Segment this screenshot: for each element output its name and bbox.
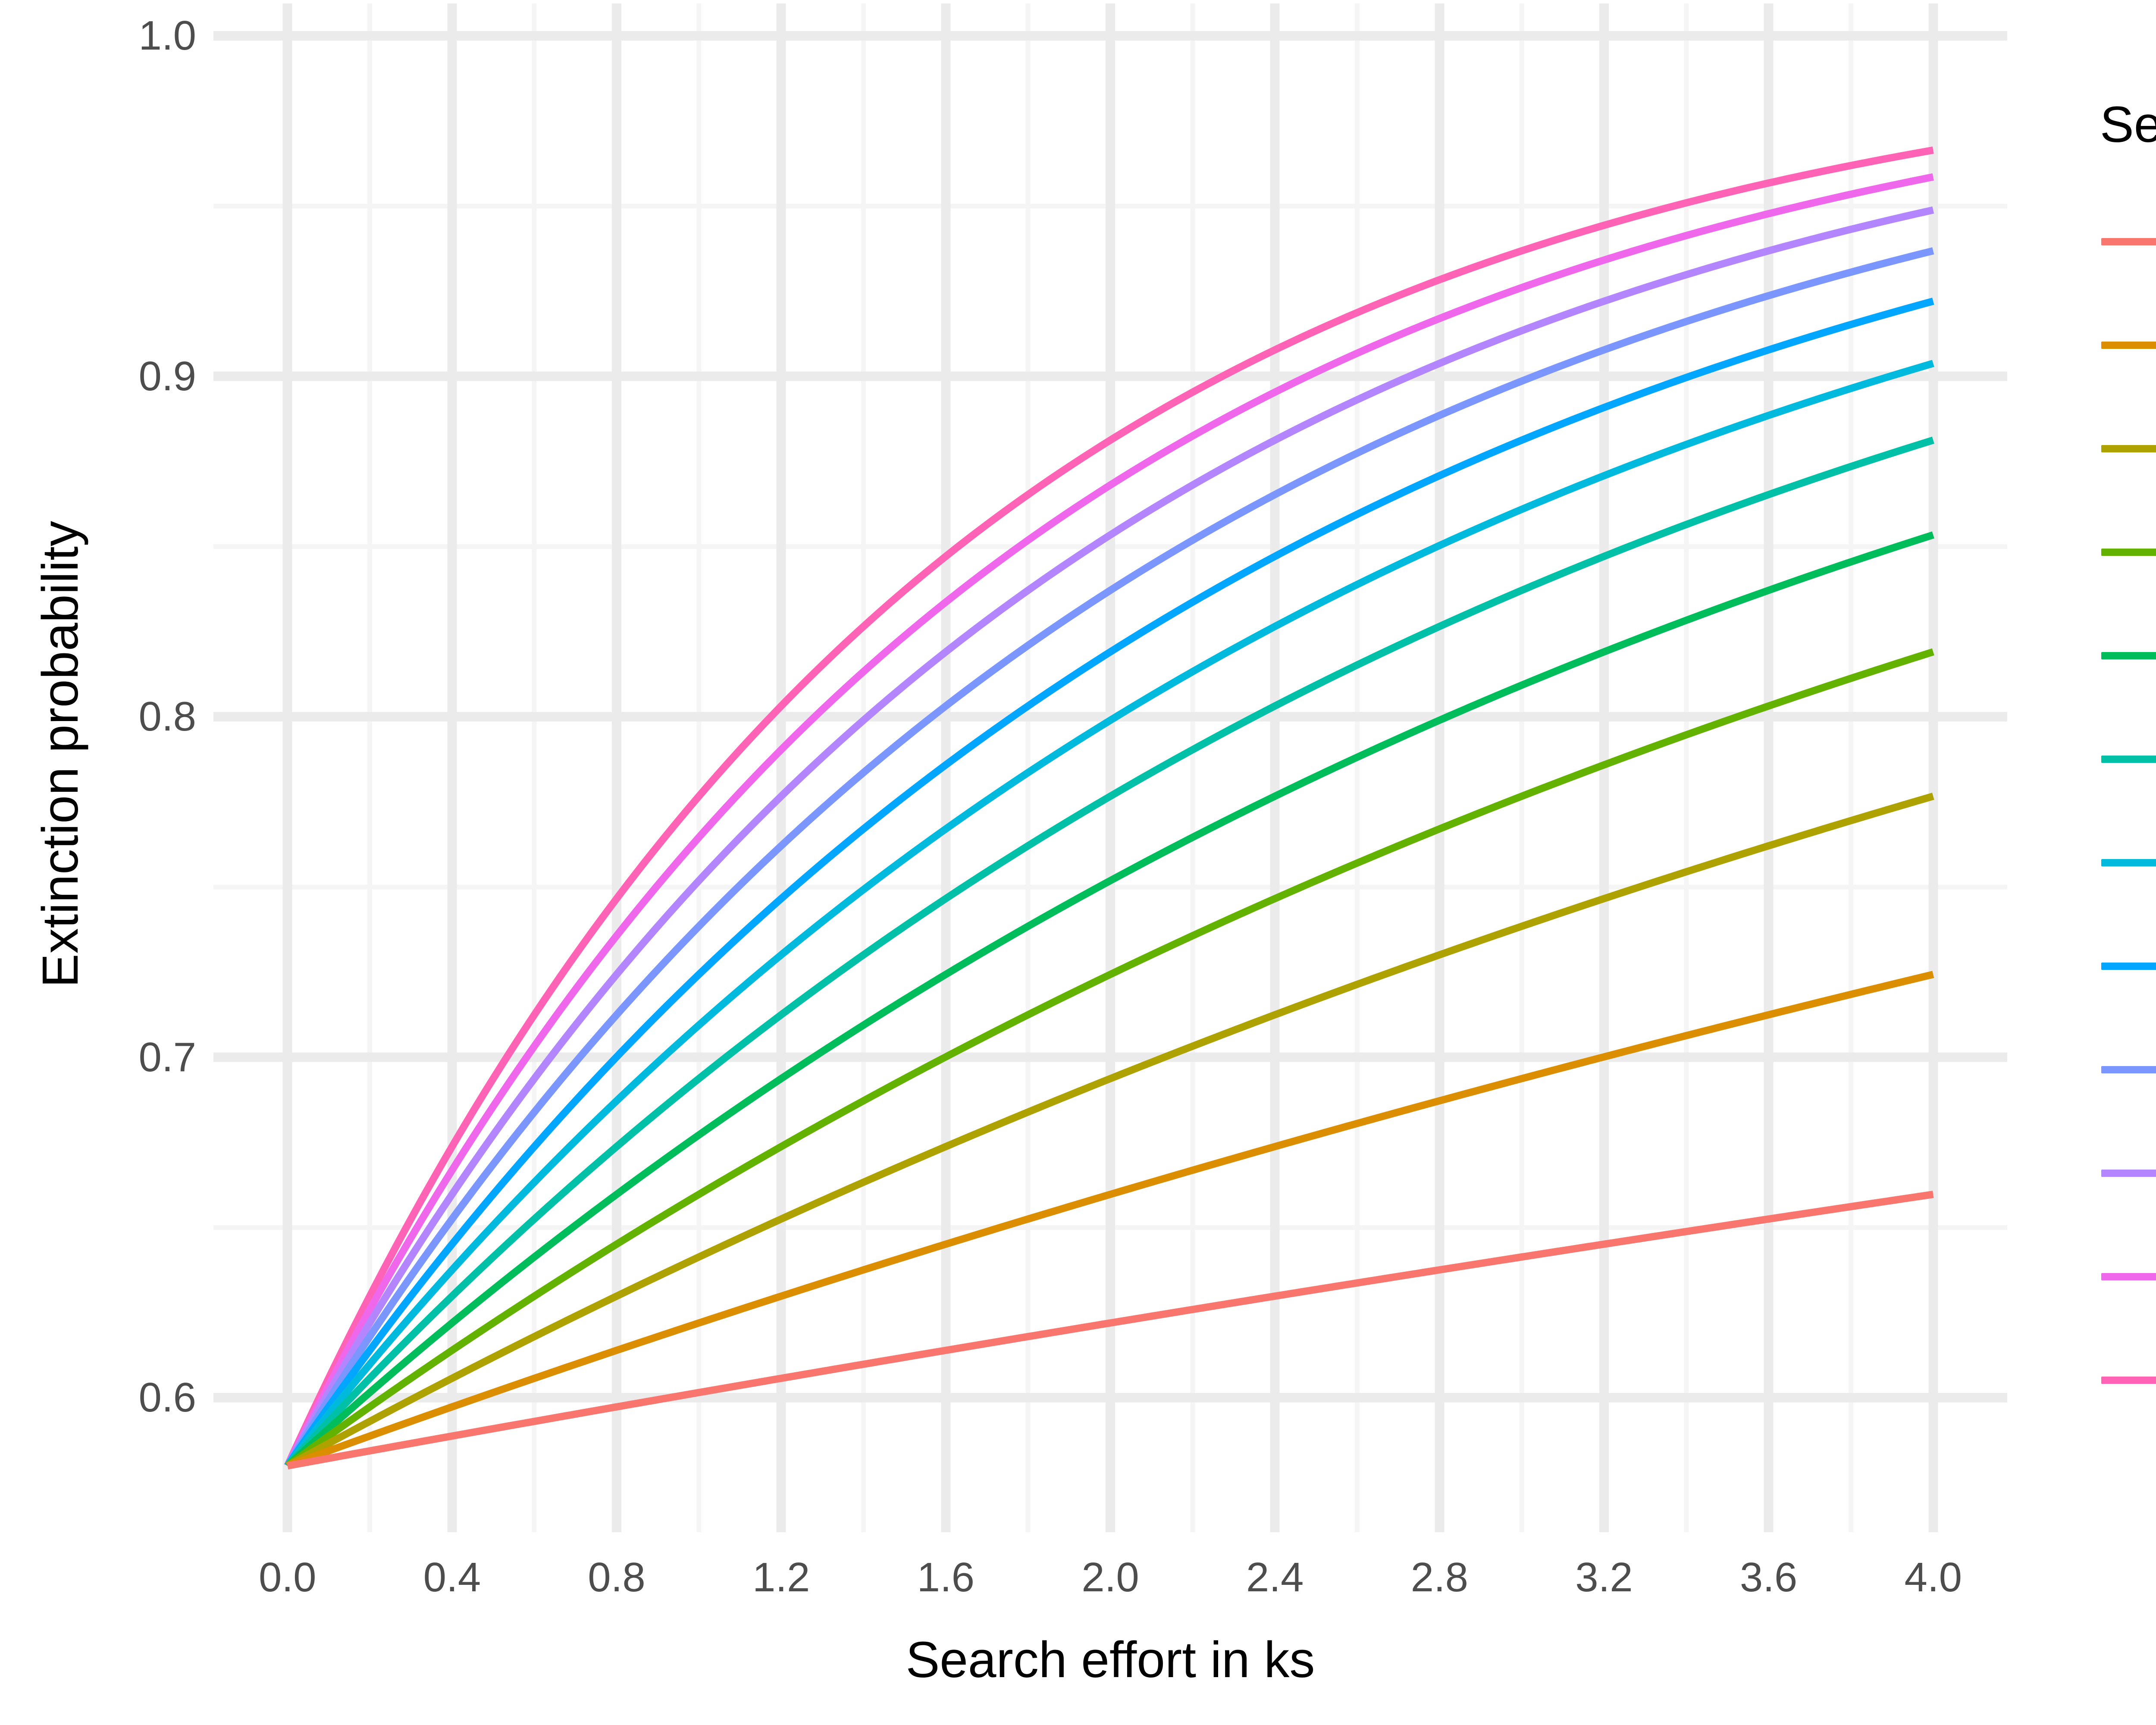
- legend-item-35[interactable]: 35: [2100, 811, 2156, 914]
- legend-item-40[interactable]: 40: [2100, 914, 2156, 1018]
- x-tick-label: 2.0: [1081, 1554, 1139, 1600]
- data-curves: [284, 146, 1934, 1470]
- curve-50: [284, 206, 1934, 1468]
- y-tick-label: 0.9: [138, 353, 196, 399]
- legend-key-swatch: [2100, 1342, 2156, 1418]
- legend-key-swatch: [2100, 824, 2156, 901]
- gridlines-major: [213, 3, 2007, 1532]
- legend-key-swatch: [2100, 1031, 2156, 1108]
- curve-15: [285, 793, 1934, 1469]
- legend-item-25[interactable]: 25: [2100, 604, 2156, 707]
- x-tick-label: 3.2: [1575, 1554, 1633, 1600]
- legend-key-swatch: [2100, 1238, 2156, 1315]
- y-tick-label: 0.8: [138, 693, 196, 740]
- legend-title: Search weight: [2100, 96, 2156, 153]
- x-tick-label: 0.8: [588, 1554, 646, 1600]
- legend-key-swatch: [2100, 307, 2156, 383]
- legend-key-swatch: [2100, 617, 2156, 694]
- legend-item-5[interactable]: 5: [2100, 190, 2156, 293]
- legend-item-30[interactable]: 30: [2100, 707, 2156, 811]
- curve-55: [284, 173, 1934, 1468]
- x-tick-label: 1.6: [917, 1554, 975, 1600]
- curve-25: [285, 531, 1934, 1469]
- legend-item-45[interactable]: 45: [2100, 1018, 2156, 1121]
- legend-key-swatch: [2100, 928, 2156, 1004]
- plot-svg: [213, 3, 2007, 1532]
- legend: Search weight 51015202530354045505560: [2100, 99, 2156, 1432]
- curve-20: [285, 648, 1934, 1469]
- legend-key-swatch: [2100, 1135, 2156, 1211]
- y-tick-label: 0.6: [138, 1374, 196, 1421]
- legend-key-swatch: [2100, 203, 2156, 280]
- x-axis-ticks: 0.0 0.4 0.8 1.2 1.6 2.0 2.4 2.8 3.2 3.6 4.0: [0, 1557, 2156, 1613]
- legend-key-swatch: [2100, 410, 2156, 487]
- curve-45: [284, 247, 1934, 1468]
- y-tick-label: 1.0: [138, 13, 196, 59]
- legend-item-50[interactable]: 50: [2100, 1121, 2156, 1225]
- x-tick-label: 0.0: [259, 1554, 317, 1600]
- x-tick-label: 2.4: [1246, 1554, 1304, 1600]
- curve-40: [284, 298, 1934, 1468]
- curve-60: [284, 146, 1934, 1468]
- x-tick-label: 1.2: [752, 1554, 810, 1600]
- y-axis-ticks: 1.0 0.9 0.8 0.7 0.6: [0, 0, 196, 1725]
- legend-item-55[interactable]: 55: [2100, 1225, 2156, 1328]
- legend-item-60[interactable]: 60: [2100, 1328, 2156, 1432]
- x-axis-title: Search effort in ks: [906, 1631, 1315, 1688]
- plot-panel: [213, 3, 2007, 1532]
- legend-entries: 51015202530354045505560: [2100, 190, 2156, 1432]
- legend-item-15[interactable]: 15: [2100, 397, 2156, 500]
- curve-5: [287, 1191, 1934, 1470]
- legend-item-20[interactable]: 20: [2100, 500, 2156, 604]
- legend-key-swatch: [2100, 514, 2156, 590]
- curve-30: [285, 436, 1934, 1468]
- y-axis-title: Extinction probability: [32, 521, 89, 988]
- y-tick-label: 0.7: [138, 1034, 196, 1080]
- curve-35: [285, 360, 1934, 1468]
- x-tick-label: 2.8: [1410, 1554, 1469, 1600]
- curve-10: [286, 971, 1934, 1470]
- x-tick-label: 3.6: [1739, 1554, 1798, 1600]
- legend-item-10[interactable]: 10: [2100, 293, 2156, 397]
- x-tick-label: 4.0: [1904, 1554, 1962, 1600]
- x-tick-label: 0.4: [423, 1554, 481, 1600]
- legend-key-swatch: [2100, 721, 2156, 797]
